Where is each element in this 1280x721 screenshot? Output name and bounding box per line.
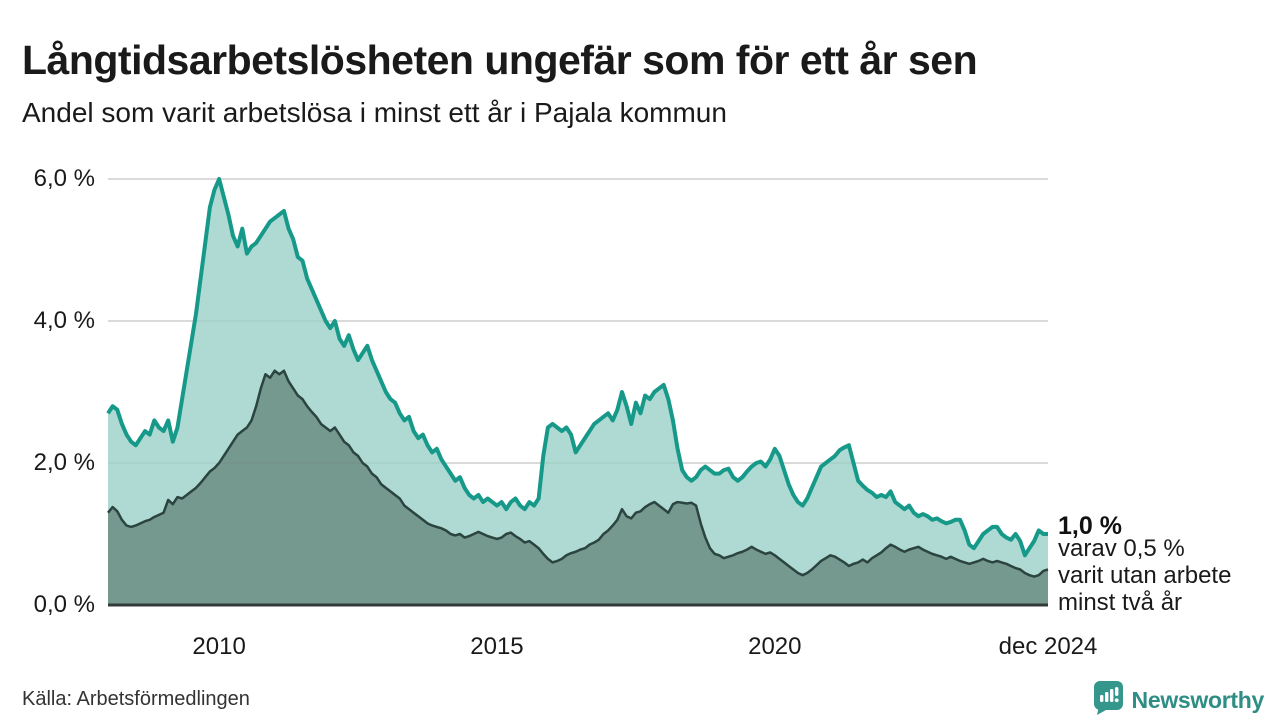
- end-note-line-1: varav 0,5 %: [1058, 535, 1185, 562]
- newsworthy-logo[interactable]: Newsworthy: [1093, 680, 1265, 721]
- x-tick-label-2015: 2015: [470, 633, 524, 660]
- chart-title: Långtidsarbetslösheten ungefär som för e…: [22, 37, 978, 84]
- end-value-label: 1,0 %: [1058, 512, 1122, 540]
- end-note-line-2: varit utan arbete: [1058, 562, 1232, 589]
- y-tick-label-6: 6,0 %: [33, 165, 95, 192]
- end-note: varav 0,5 % varit utan arbete minst två …: [1058, 535, 1280, 616]
- source-note: Källa: Arbetsförmedlingen: [22, 688, 250, 710]
- newsworthy-wordmark: Newsworthy: [1131, 686, 1265, 713]
- y-tick-label-2: 2,0 %: [33, 449, 95, 476]
- y-tick-label-4: 4,0 %: [33, 307, 95, 334]
- x-tick-label-dec-2024: dec 2024: [998, 633, 1098, 660]
- y-tick-label-0: 0,0 %: [33, 591, 95, 618]
- newsworthy-bubble-chart-icon: [1093, 680, 1124, 721]
- end-note-line-3: minst två år: [1058, 589, 1183, 616]
- chart-subtitle: Andel som varit arbetslösa i minst ett å…: [22, 97, 727, 128]
- x-tick-label-2010: 2010: [192, 633, 246, 660]
- x-tick-label-2020: 2020: [748, 633, 802, 660]
